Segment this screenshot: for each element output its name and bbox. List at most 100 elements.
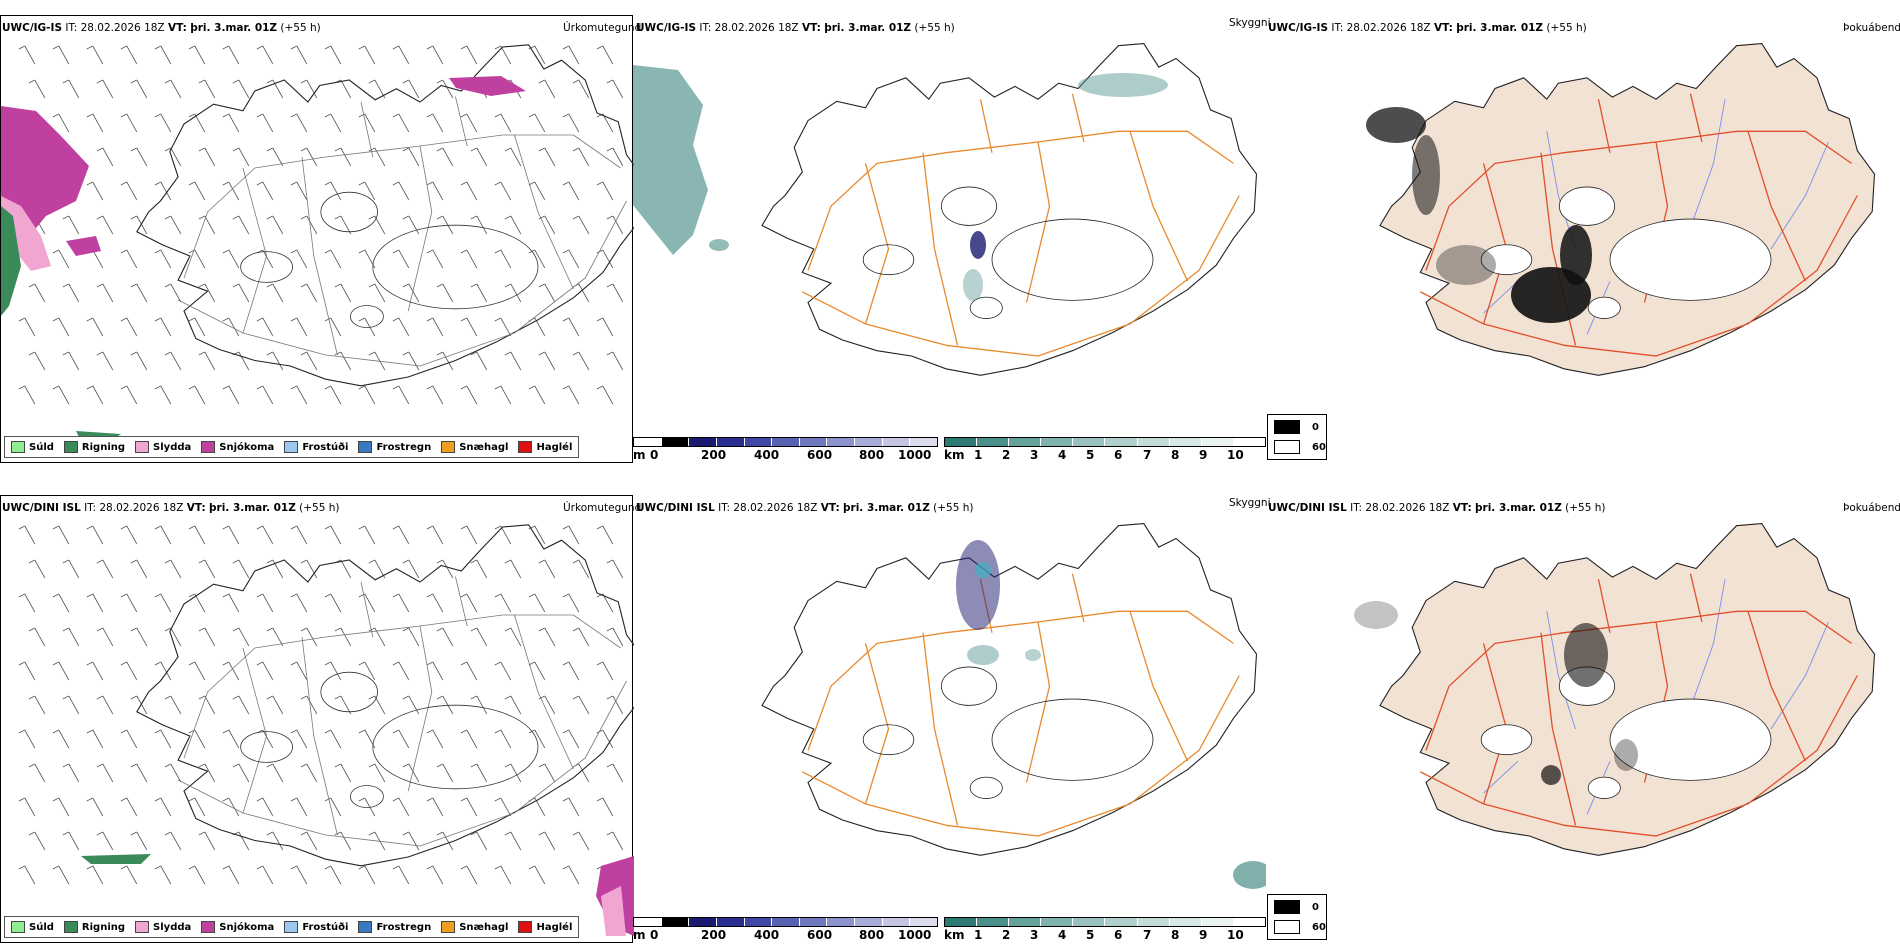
road-line: [1025, 141, 1051, 303]
wind-barb: [562, 249, 580, 269]
colorbar-cell: [661, 438, 690, 446]
wind-barb-shaft: [34, 831, 46, 851]
wind-barb-shaft: [544, 283, 556, 303]
wind-barb-shaft: [408, 627, 420, 647]
wind-barb-shaft: [510, 215, 522, 235]
visibility-colorbar: km 1 2 3 4 5 6 7 8 9 10: [944, 917, 1266, 942]
wind-barb-shaft: [510, 763, 522, 783]
wind-barb-feather: [436, 695, 444, 700]
wind-barb-shaft: [432, 385, 444, 405]
wind-barb: [392, 385, 410, 405]
wind-barb-feather: [164, 351, 172, 356]
wind-barb: [198, 215, 216, 235]
wind-barb: [232, 79, 250, 99]
wind-barb-feather: [62, 627, 70, 632]
wind-barb-shaft: [136, 627, 148, 647]
wind-barb-shaft: [398, 45, 410, 65]
wind-barb-feather: [188, 317, 196, 322]
wind-barb: [18, 661, 36, 681]
wind-barb: [28, 627, 46, 647]
glacier-outline: [1609, 698, 1772, 781]
wind-barb: [62, 283, 80, 303]
road-line: [455, 96, 468, 147]
visibility-colorbar-cells: [944, 437, 1266, 447]
wind-barb-feather: [470, 283, 478, 288]
wind-barb: [562, 593, 580, 613]
colorbar-tick: 8: [1171, 928, 1180, 942]
wind-barb-shaft: [272, 147, 284, 167]
wind-barb-shaft: [228, 249, 240, 269]
wind-barb: [324, 661, 342, 681]
wind-barb-shaft: [500, 593, 512, 613]
road-line: [183, 614, 621, 759]
wind-barb-shaft: [228, 525, 240, 545]
wind-barb: [504, 559, 522, 579]
wind-barb: [188, 113, 206, 133]
road-line: [802, 675, 1240, 837]
coastline: [761, 43, 1258, 376]
road-line: [1747, 611, 1807, 762]
wind-barb-feather: [562, 593, 570, 598]
wind-barb: [130, 147, 148, 167]
wind-barb-feather: [606, 283, 614, 288]
wind-barb-feather: [28, 283, 36, 288]
wind-barb-shaft: [160, 729, 172, 749]
panel-title: UWC/DINI ISL IT: 28.02.2026 18Z VT: þri.…: [636, 502, 974, 514]
wind-barb-shaft: [476, 695, 488, 715]
wind-barb-shaft: [296, 385, 308, 405]
wind-barb-feather: [470, 215, 478, 220]
road-line: [922, 152, 959, 346]
wind-barb-shaft: [160, 865, 172, 885]
wind-barb-feather: [256, 525, 264, 530]
wind-barb: [290, 593, 308, 613]
wind-barb-feather: [368, 695, 376, 700]
wind-barb-feather: [300, 763, 308, 768]
wind-barb-feather: [334, 351, 342, 356]
wind-barb-feather: [426, 181, 434, 186]
wind-barb: [392, 525, 410, 545]
colorbar-tick: 2: [1002, 928, 1011, 942]
wind-barb: [494, 113, 512, 133]
wind-barb-shaft: [374, 215, 386, 235]
wind-barb-feather: [358, 385, 366, 390]
wind-barb: [266, 147, 284, 167]
wind-barb-shaft: [510, 831, 522, 851]
wind-barb-shaft: [330, 797, 342, 817]
wind-barb: [426, 385, 444, 405]
wind-barb-feather: [460, 729, 468, 734]
wind-barb-shaft: [272, 283, 284, 303]
wind-barb-feather: [232, 627, 240, 632]
wind-barb-feather: [96, 763, 104, 768]
colorbar-cell: [1041, 918, 1074, 926]
wind-barb: [494, 797, 512, 817]
wind-barb-shaft: [160, 113, 172, 133]
wind-barb: [164, 79, 182, 99]
wind-barb: [334, 147, 352, 167]
wind-barb: [290, 45, 308, 65]
wind-barb-feather: [266, 79, 274, 84]
wind-barb-shaft: [330, 113, 342, 133]
colorbar-cell: [977, 918, 1010, 926]
wind-barb: [460, 181, 478, 201]
wind-barb-feather: [290, 729, 298, 734]
wind-barb-feather: [596, 525, 604, 530]
wind-barb: [470, 627, 488, 647]
wind-barb-shaft: [92, 865, 104, 885]
wind-barb-feather: [460, 797, 468, 802]
wind-barb-feather: [62, 351, 70, 356]
road-line: [1129, 611, 1189, 762]
wind-barb: [426, 113, 444, 133]
swatch: [63, 441, 78, 453]
legend-frostregn: Frostregn: [358, 921, 431, 933]
swatch: [201, 921, 216, 933]
wind-barb-shaft: [602, 525, 614, 545]
wind-barb: [460, 593, 478, 613]
wind-barb-shaft: [500, 317, 512, 337]
low-visibility-area: [963, 269, 983, 301]
wind-barb: [528, 385, 546, 405]
wind-barb: [86, 661, 104, 681]
wind-barb-shaft: [568, 317, 580, 337]
wind-barb-feather: [86, 661, 94, 666]
colorbar-tick: 1: [974, 928, 983, 942]
wind-barb-shaft: [194, 593, 206, 613]
